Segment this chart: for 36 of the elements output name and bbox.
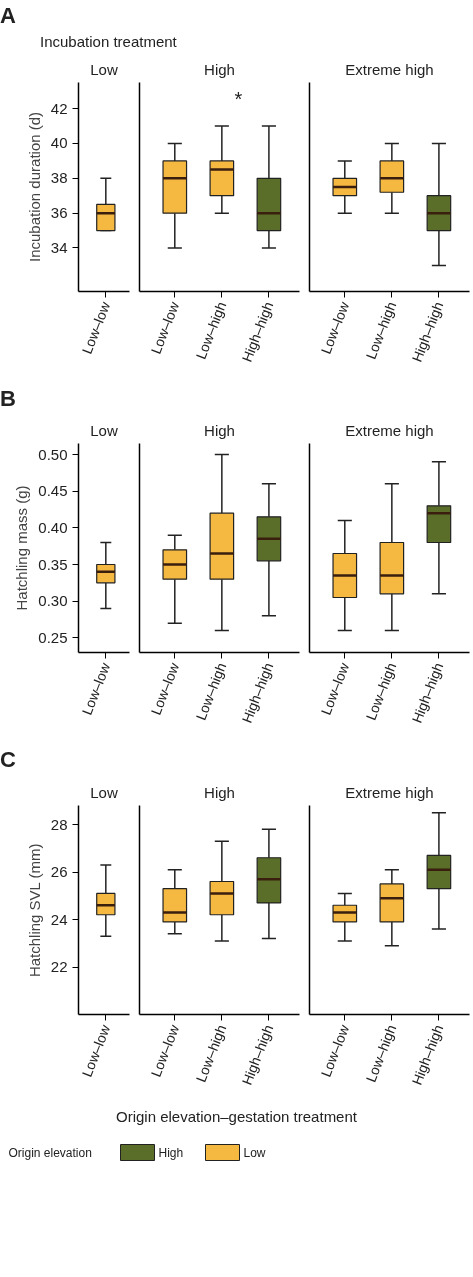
annotation: *: [234, 88, 243, 111]
y-tick-label: 0.35: [38, 555, 68, 573]
chart-title: Extreme high: [345, 60, 434, 78]
y-tick-label: 38: [50, 169, 68, 187]
y-tick-label: 0.50: [38, 445, 68, 463]
chart-title: High: [204, 783, 235, 801]
text: A: [0, 2, 17, 30]
chart-title: Low: [90, 60, 118, 78]
x-axis-title: Origin elevation–gestation treatment: [115, 1106, 358, 1127]
chart-title: Extreme high: [345, 783, 434, 801]
text: C: [0, 746, 16, 775]
chart-title: Low: [90, 783, 118, 801]
y-tick-label: 42: [50, 99, 68, 117]
y-tick-label: 0.40: [38, 519, 68, 537]
y-axis-title: Incubation duration (d): [25, 111, 43, 262]
y-axis-title: Hatchling SVL (mm): [25, 843, 43, 977]
y-tick-label: 28: [50, 815, 68, 833]
y-tick-label: 0.25: [38, 629, 68, 647]
chart-title: Extreme high: [345, 421, 434, 439]
text: B: [0, 384, 16, 413]
y-tick-label: 24: [50, 910, 68, 928]
text: Incubation treatment: [39, 32, 177, 53]
y-tick-label: 26: [50, 862, 68, 880]
chart-title: High: [204, 421, 235, 439]
y-axis-title: Hatchling mass (g): [13, 485, 31, 611]
legend-title: Origin elevation: [8, 1145, 92, 1160]
y-tick-label: 36: [50, 203, 68, 221]
y-tick-label: 0.45: [38, 482, 68, 500]
y-tick-label: 0.30: [38, 592, 68, 610]
y-tick-label: 22: [50, 957, 68, 975]
legend-label: High: [158, 1145, 184, 1160]
chart-title: Low: [90, 421, 118, 439]
y-tick-label: 34: [50, 238, 68, 256]
y-tick-label: 40: [50, 134, 68, 152]
chart-title: High: [204, 60, 235, 78]
legend-label: Low: [243, 1145, 266, 1160]
